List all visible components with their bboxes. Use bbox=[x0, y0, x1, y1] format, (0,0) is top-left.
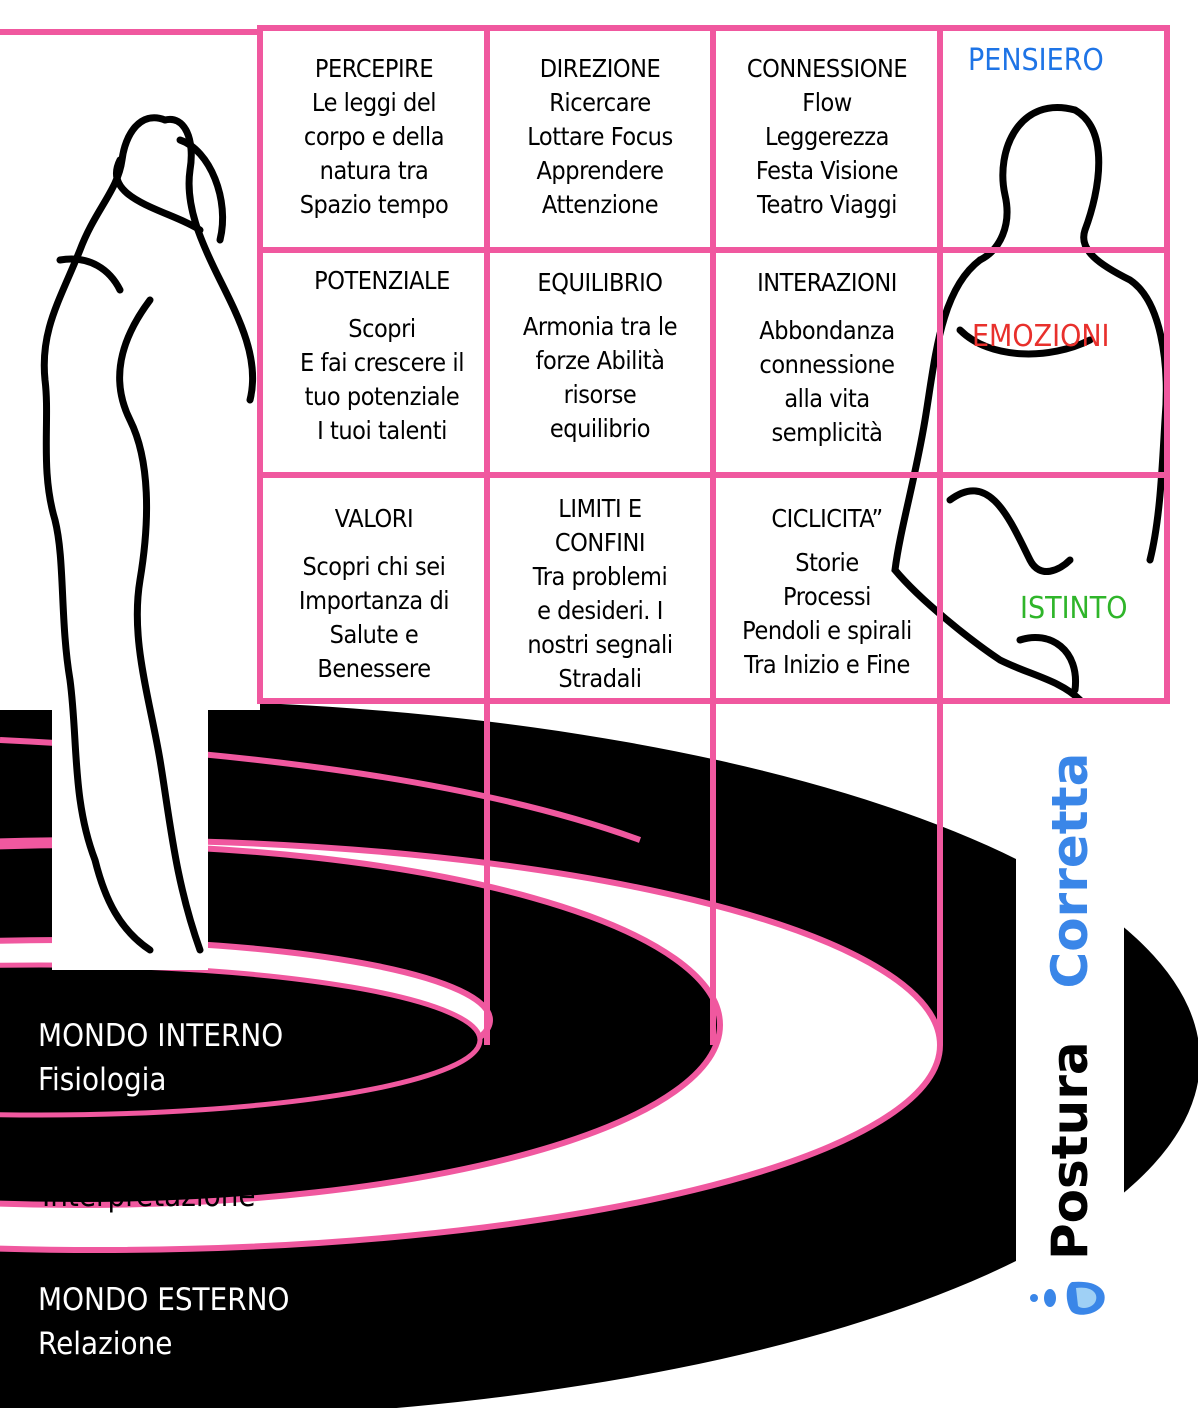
world-sub: Relazione bbox=[38, 1326, 173, 1362]
cell-body: Tra problemi e desideri. I nostri segnal… bbox=[527, 562, 673, 693]
cell-body: Scopri E fai crescere il tuo potenziale … bbox=[300, 314, 464, 445]
center-ring bbox=[0, 962, 483, 1118]
cell-ciclicita: CICLICITA” Storie Processi Pendoli e spi… bbox=[716, 502, 938, 698]
woman-silhouette-icon bbox=[40, 114, 257, 954]
cell-body: Abbondanza connessione alla vita semplic… bbox=[759, 316, 895, 447]
cell-title: DIREZIONE bbox=[539, 54, 661, 83]
world-name: MONDO INTERNO bbox=[38, 1018, 284, 1054]
world-mezzo: MONDO DI MEZZO Interpretazione bbox=[42, 1130, 302, 1218]
world-esterno: MONDO ESTERNO Relazione bbox=[38, 1278, 289, 1366]
brand-wordmark: Postura Corretta bbox=[1040, 753, 1100, 1260]
world-sub: Interpretazione bbox=[42, 1178, 256, 1214]
cell-title: CICLICITA” bbox=[771, 504, 883, 533]
world-sub: Fisiologia bbox=[38, 1062, 167, 1098]
label-pensiero: PENSIERO bbox=[968, 43, 1104, 78]
cell-potenziale: POTENZIALE Scopri E fai crescere il tuo … bbox=[264, 264, 500, 472]
cell-interazioni: INTERAZIONI Abbondanza connessione alla … bbox=[716, 266, 938, 472]
world-interno: MONDO INTERNO Fisiologia bbox=[38, 1014, 283, 1102]
brand-logo-icon bbox=[1030, 1281, 1105, 1315]
cell-body: Ricercare Lottare Focus Apprendere Atten… bbox=[527, 88, 673, 219]
torso-silhouette-icon bbox=[891, 104, 1170, 704]
brand-word-corretta: Corretta bbox=[1041, 752, 1099, 989]
label-emozioni: EMOZIONI bbox=[972, 319, 1110, 354]
cell-body: Armonia tra le forze Abilità risorse equ… bbox=[522, 312, 678, 443]
cell-body: Le leggi del corpo e della natura tra Sp… bbox=[299, 88, 449, 219]
cell-title: EQUILIBRIO bbox=[537, 268, 663, 297]
cell-body: Scopri chi sei Importanza di Salute e Be… bbox=[298, 552, 450, 683]
cell-body: Storie Processi Pendoli e spirali Tra In… bbox=[742, 548, 912, 679]
cell-title: POTENZIALE bbox=[314, 266, 450, 295]
cell-title: CONNESSIONE bbox=[746, 54, 908, 83]
cell-title: INTERAZIONI bbox=[757, 268, 897, 297]
cell-equilibrio: EQUILIBRIO Armonia tra le forze Abilità … bbox=[490, 266, 710, 472]
cell-body: Flow Leggerezza Festa Visione Teatro Via… bbox=[755, 88, 899, 219]
grid-lines bbox=[257, 25, 1170, 1045]
world-name: MONDO ESTERNO bbox=[38, 1282, 290, 1318]
cell-limiti-e-confini: LIMITI E CONFINI Tra problemi e desideri… bbox=[490, 492, 710, 698]
world-name: MONDO DI MEZZO bbox=[42, 1134, 302, 1170]
brand-panel bbox=[1016, 750, 1124, 1354]
cell-valori: VALORI Scopri chi sei Importanza di Salu… bbox=[264, 502, 484, 698]
cell-title: VALORI bbox=[334, 504, 414, 533]
cell-title: PERCEPIRE bbox=[314, 54, 434, 83]
cell-percepire: PERCEPIRE Le leggi del corpo e della nat… bbox=[264, 52, 484, 248]
brand-word-postura: Postura bbox=[1041, 1041, 1099, 1260]
cell-title: LIMITI E CONFINI bbox=[554, 494, 646, 557]
cell-direzione: DIREZIONE Ricercare Lottare Focus Appren… bbox=[490, 52, 710, 248]
cell-connessione: CONNESSIONE Flow Leggerezza Festa Vision… bbox=[716, 52, 938, 248]
label-istinto: ISTINTO bbox=[1020, 591, 1128, 626]
